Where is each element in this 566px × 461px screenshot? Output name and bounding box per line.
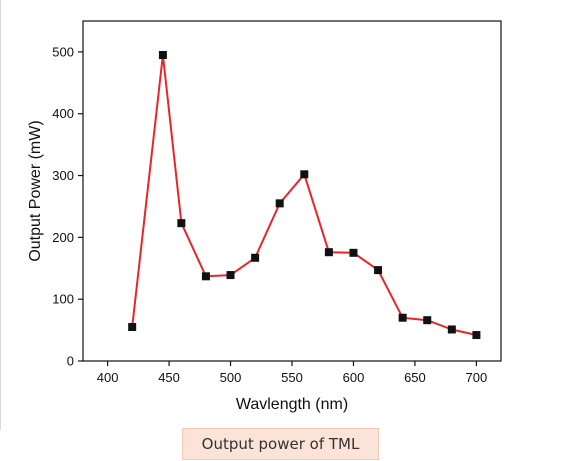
data-point xyxy=(275,199,284,208)
data-point xyxy=(423,316,432,325)
data-point xyxy=(177,219,186,228)
y-tick-label: 200 xyxy=(52,230,74,245)
data-point xyxy=(324,248,333,257)
x-tick-label: 600 xyxy=(343,370,365,385)
y-tick-label: 300 xyxy=(52,168,74,183)
data-point xyxy=(158,51,167,59)
plot-frame xyxy=(82,20,502,362)
x-tick-label: 700 xyxy=(466,370,488,385)
x-tick-label: 450 xyxy=(158,370,180,385)
y-tick-label: 400 xyxy=(52,106,74,121)
x-tick-label: 650 xyxy=(404,370,426,385)
data-point xyxy=(201,272,210,281)
data-point xyxy=(300,170,309,179)
data-point xyxy=(128,323,137,331)
series-line xyxy=(131,54,477,336)
data-point xyxy=(251,253,260,262)
data-point xyxy=(472,331,481,340)
series-group xyxy=(128,51,481,340)
y-tick-label: 0 xyxy=(67,354,74,369)
data-point xyxy=(349,248,358,257)
x-tick-label: 500 xyxy=(220,370,242,385)
data-point xyxy=(447,325,456,334)
y-axis-title: Output Power (mW) xyxy=(27,120,44,261)
left-border-rule xyxy=(0,0,1,430)
x-axis-title: Wavlength (nm) xyxy=(236,396,348,413)
output-power-chart: 400 450 500 550 600 650 700 0 100 200 300 400 500 W… xyxy=(27,20,502,413)
x-tick-label: 400 xyxy=(97,370,119,385)
x-axis-ticks: 400 450 500 550 600 650 700 xyxy=(97,361,488,385)
y-tick-label: 500 xyxy=(52,44,74,59)
figure-caption: Output power of TML xyxy=(182,428,379,460)
x-tick-label: 550 xyxy=(281,370,303,385)
data-point xyxy=(398,313,407,322)
y-axis-ticks: 0 100 200 300 400 500 xyxy=(52,44,83,369)
data-point xyxy=(374,266,383,275)
data-point xyxy=(226,271,235,280)
y-tick-label: 100 xyxy=(52,292,74,307)
